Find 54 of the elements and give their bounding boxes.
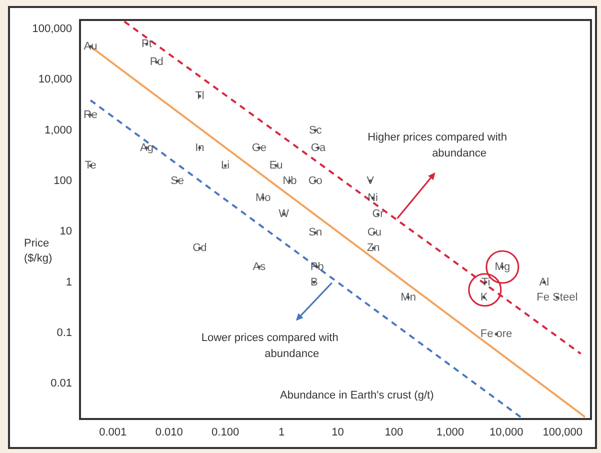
x-tick-label: 1: [278, 426, 285, 438]
data-label: Re: [83, 109, 98, 121]
data-label: Mg: [494, 261, 510, 273]
data-label: Sc: [308, 124, 322, 136]
data-label: Se: [170, 174, 184, 187]
data-label: Cd: [192, 242, 207, 254]
x-tick-label: 0.100: [212, 426, 240, 438]
y-axis-title: Price ($/kg): [24, 238, 52, 264]
data-label: Ni: [368, 192, 378, 204]
x-tick-label: 1,000: [436, 426, 464, 438]
y-tick-label: 0.01: [50, 378, 72, 390]
y-tick-label: 0.1: [56, 326, 72, 339]
data-label: Mn: [400, 292, 416, 304]
data-label: In: [195, 142, 204, 154]
y-tick-label: 100: [54, 174, 72, 187]
data-label: Ga: [310, 142, 326, 154]
data-label: Mo: [255, 192, 271, 204]
data-label: W: [278, 208, 290, 220]
data-label: Fe ore: [480, 328, 512, 340]
data-label: Nb: [282, 174, 297, 187]
data-label: Co: [308, 174, 322, 187]
data-label: K: [480, 292, 488, 304]
data-label: Eu: [269, 160, 283, 172]
data-label: Li: [221, 160, 230, 172]
data-label: Cr: [372, 208, 384, 220]
x-tick-label: 0.010: [155, 426, 183, 438]
data-label: Tl: [195, 90, 204, 102]
data-label: B: [310, 276, 318, 288]
x-tick-label: 0.001: [99, 426, 127, 438]
data-label: Pd: [150, 56, 164, 68]
data-label: Ag: [140, 142, 154, 154]
data-label: Al: [539, 276, 550, 288]
x-tick-label: 10: [332, 426, 344, 438]
data-label: Pt: [142, 38, 152, 50]
y-tick-label: 1: [66, 276, 72, 288]
data-label: As: [252, 261, 266, 273]
data-label: Au: [84, 40, 98, 52]
data-label: V: [366, 174, 375, 187]
x-tick-label: 100,000: [542, 426, 582, 438]
y-tick-label: 10,000: [38, 74, 72, 86]
data-label: Zn: [366, 242, 380, 254]
annotation: Higher prices compared with abundance: [368, 131, 507, 160]
x-tick-label: 10,000: [490, 426, 524, 438]
annotation: Lower prices compared with abundance: [201, 332, 338, 360]
data-label: Fe Steel: [536, 292, 578, 304]
y-tick-label: 1,000: [44, 124, 72, 136]
x-tick-label: 100: [384, 426, 404, 438]
data-label: Ge: [252, 142, 267, 154]
y-tick-label: 10: [60, 226, 72, 238]
data-label: Cu: [367, 226, 382, 239]
x-axis-title: Abundance in Earth's crust (g/t): [280, 390, 434, 402]
data-label: Sn: [308, 226, 322, 239]
y-tick-label: 100,000: [32, 22, 72, 35]
data-label: Te: [84, 160, 96, 172]
